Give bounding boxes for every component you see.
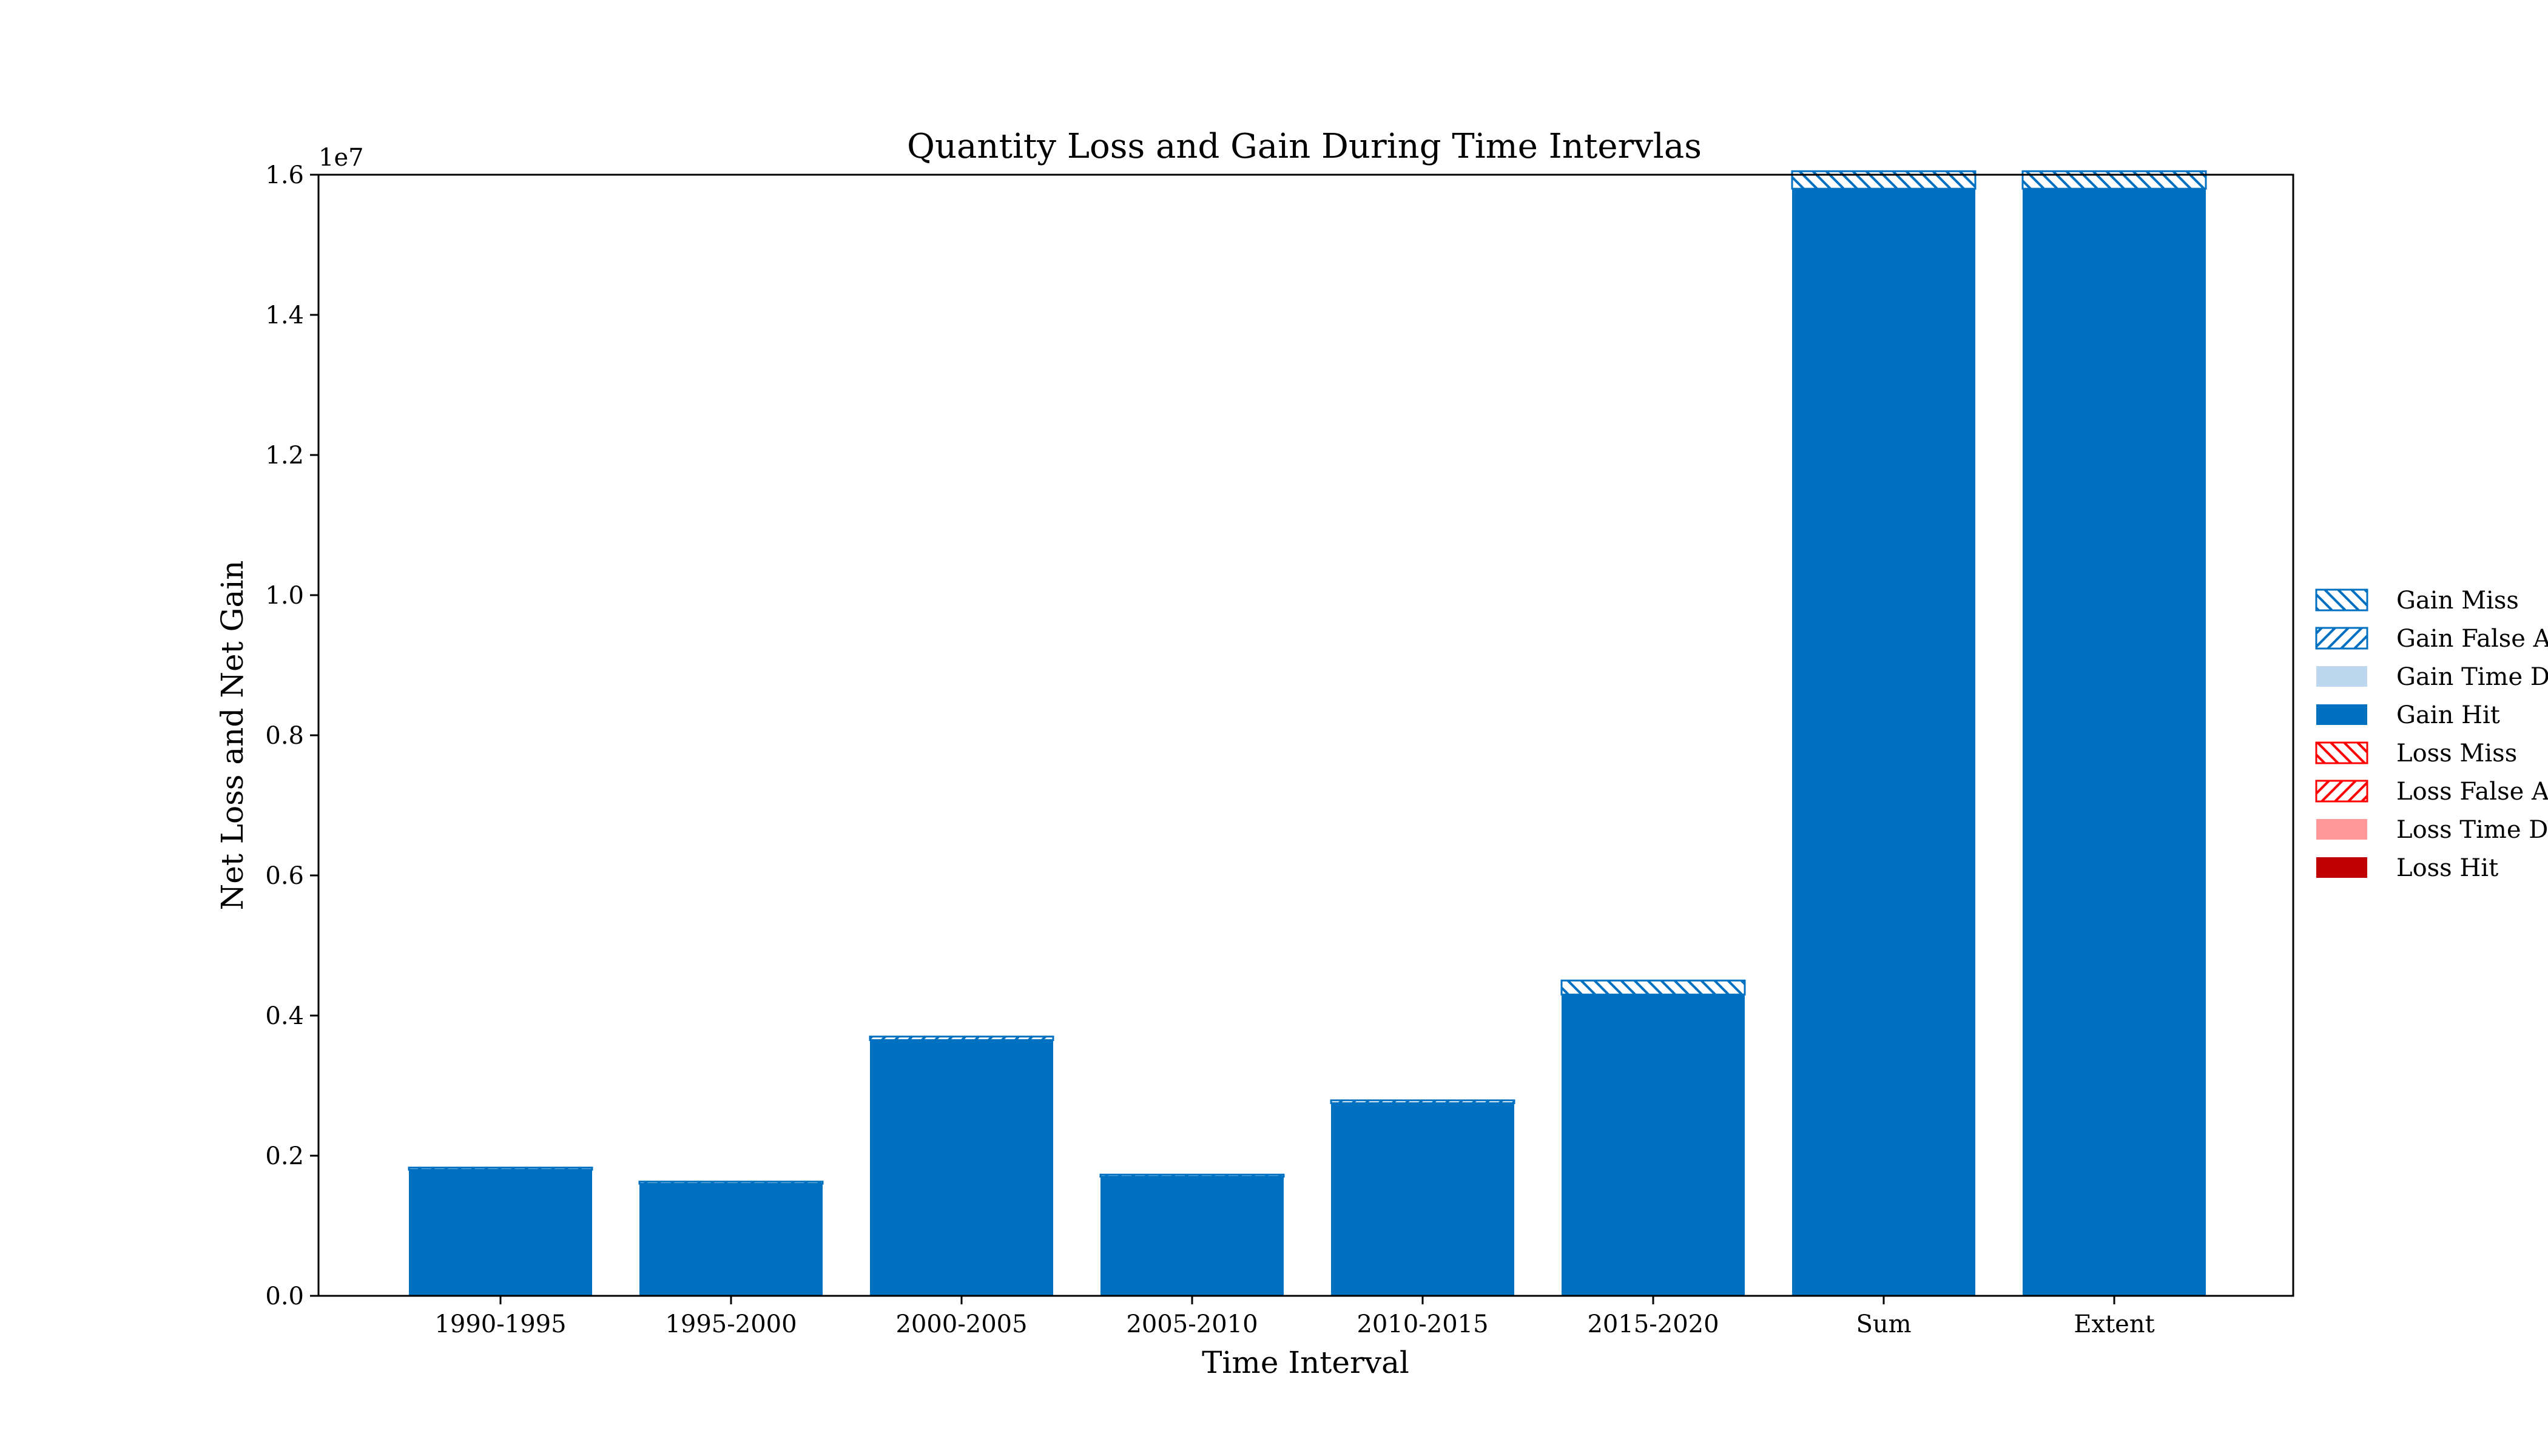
legend-swatch-gain-miss [2315, 588, 2368, 612]
y-tick-label: 1.2 [265, 442, 304, 470]
bar-gain-hit-1995-2000 [639, 1184, 823, 1296]
y-tick-label: 0.6 [265, 862, 304, 890]
y-offset-label: 1e7 [318, 144, 364, 172]
legend-label-gain-hit: Gain Hit [2396, 701, 2500, 729]
bar-gain-hit-extent [2023, 189, 2206, 1296]
legend-label-gain-miss: Gain Miss [2396, 587, 2519, 615]
legend: Gain Miss Gain False Alarm Gain Time Diffe… [2315, 587, 2548, 882]
y-tick-label: 0.4 [265, 1002, 304, 1030]
bar-gain-false-alarm-1990-1995 [408, 1167, 593, 1171]
x-tick-label: 1995-2000 [665, 1310, 797, 1338]
y-tick-label: 1.6 [265, 161, 304, 189]
bar-gain-hit-sum [1792, 189, 1975, 1296]
x-tick-label: 2010-2015 [1357, 1310, 1488, 1338]
plot-frame [317, 174, 2294, 1297]
legend-label-loss-false-alarm: Loss False Alarm [2396, 778, 2548, 806]
bar-gain-hit-2000-2005 [870, 1040, 1053, 1296]
bar-gain-false-alarm-2010-2015 [1330, 1099, 1515, 1104]
y-tick-label: 0.0 [265, 1282, 304, 1310]
legend-swatch-loss-time-difference [2316, 819, 2367, 840]
legend-swatch-gain-false-alarm [2315, 627, 2368, 650]
legend-label-loss-hit: Loss Hit [2396, 854, 2498, 882]
legend-swatch-loss-miss [2315, 741, 2368, 764]
x-tick-label: 2015-2020 [1587, 1310, 1719, 1338]
y-tick-label: 0.8 [265, 722, 304, 750]
legend-swatch-gain-hit [2316, 704, 2367, 725]
bar-gain-false-alarm-1995-2000 [638, 1181, 824, 1185]
bars-layer [408, 170, 2207, 1296]
y-tick-label: 1.0 [265, 582, 304, 610]
legend-swatch-loss-false-alarm [2315, 780, 2368, 803]
legend-swatch-gain-time-difference [2316, 666, 2367, 687]
y-axis-ticks: 0.0 0.2 0.4 0.6 0.8 1.0 1.2 1.4 1.6 [265, 161, 318, 1310]
y-tick-label: 1.4 [265, 302, 304, 329]
legend-label-loss-miss: Loss Miss [2396, 740, 2517, 767]
bar-gain-false-alarm-2000-2005 [869, 1036, 1054, 1041]
legend-swatch-loss-hit [2316, 857, 2367, 878]
bar-gain-hit-1990-1995 [409, 1170, 592, 1296]
legend-label-gain-false-alarm: Gain False Alarm [2396, 625, 2548, 653]
legend-label-loss-time-difference: Loss Time Difference [2396, 816, 2548, 844]
x-tick-label: 2000-2005 [895, 1310, 1027, 1338]
bar-gain-hit-2010-2015 [1331, 1103, 1514, 1296]
x-axis-ticks: 1990-1995 1995-2000 2000-2005 2005-2010 2010… [434, 1296, 2155, 1338]
y-axis-label: Net Loss and Net Gain [215, 560, 250, 910]
bar-gain-hit-2015-2020 [1562, 994, 1745, 1296]
bar-gain-false-alarm-2005-2010 [1099, 1173, 1285, 1178]
bar-gain-hit-2005-2010 [1100, 1176, 1284, 1296]
bar-gain-miss-2015-2020 [1560, 979, 1746, 996]
legend-label-gain-time-difference: Gain Time Difference [2396, 663, 2548, 691]
x-tick-label: Extent [2074, 1310, 2154, 1338]
x-axis-label: Time Interval [1202, 1345, 1409, 1380]
x-tick-label: Sum [1856, 1310, 1911, 1338]
y-tick-label: 0.2 [265, 1142, 304, 1170]
x-tick-label: 1990-1995 [434, 1310, 566, 1338]
x-tick-label: 2005-2010 [1126, 1310, 1258, 1338]
chart-title: Quantity Loss and Gain During Time Inter… [907, 127, 1702, 166]
